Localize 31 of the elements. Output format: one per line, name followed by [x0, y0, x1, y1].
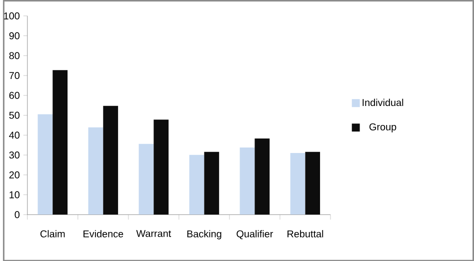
bar	[103, 106, 118, 214]
legend-label: Individual	[362, 98, 404, 106]
bar	[38, 114, 53, 214]
y-tick-label: 10	[10, 191, 20, 198]
y-tick-label: 90	[9, 32, 20, 40]
x-tick-label: Evidence	[84, 230, 124, 238]
bar	[189, 154, 204, 214]
y-tick-label: 60	[9, 92, 20, 99]
bar	[52, 70, 68, 214]
y-tick-label: 30	[9, 151, 20, 158]
x-tick-label: Claim	[40, 230, 65, 238]
y-tick-label: 80	[9, 52, 20, 59]
x-tick-label: Qualifier	[236, 230, 274, 240]
bar	[305, 152, 320, 214]
bar	[290, 152, 306, 214]
bar	[240, 147, 255, 214]
bar	[204, 152, 220, 214]
legend-label: Group	[369, 123, 396, 132]
x-tick-label: Warrant	[136, 230, 172, 237]
bar	[254, 138, 270, 214]
bar	[154, 119, 169, 214]
y-tick-label: 0	[14, 210, 20, 218]
bar	[88, 127, 104, 214]
x-tick-label: Rebuttal	[288, 230, 324, 238]
x-tick-label: Backing	[187, 230, 222, 240]
y-tick-label: 20	[9, 171, 20, 178]
y-tick-label: 50	[9, 112, 20, 119]
bar	[138, 144, 154, 214]
y-tick-label: 70	[9, 72, 20, 79]
y-tick-label: 40	[9, 131, 20, 138]
y-tick-label: 100	[4, 12, 20, 20]
